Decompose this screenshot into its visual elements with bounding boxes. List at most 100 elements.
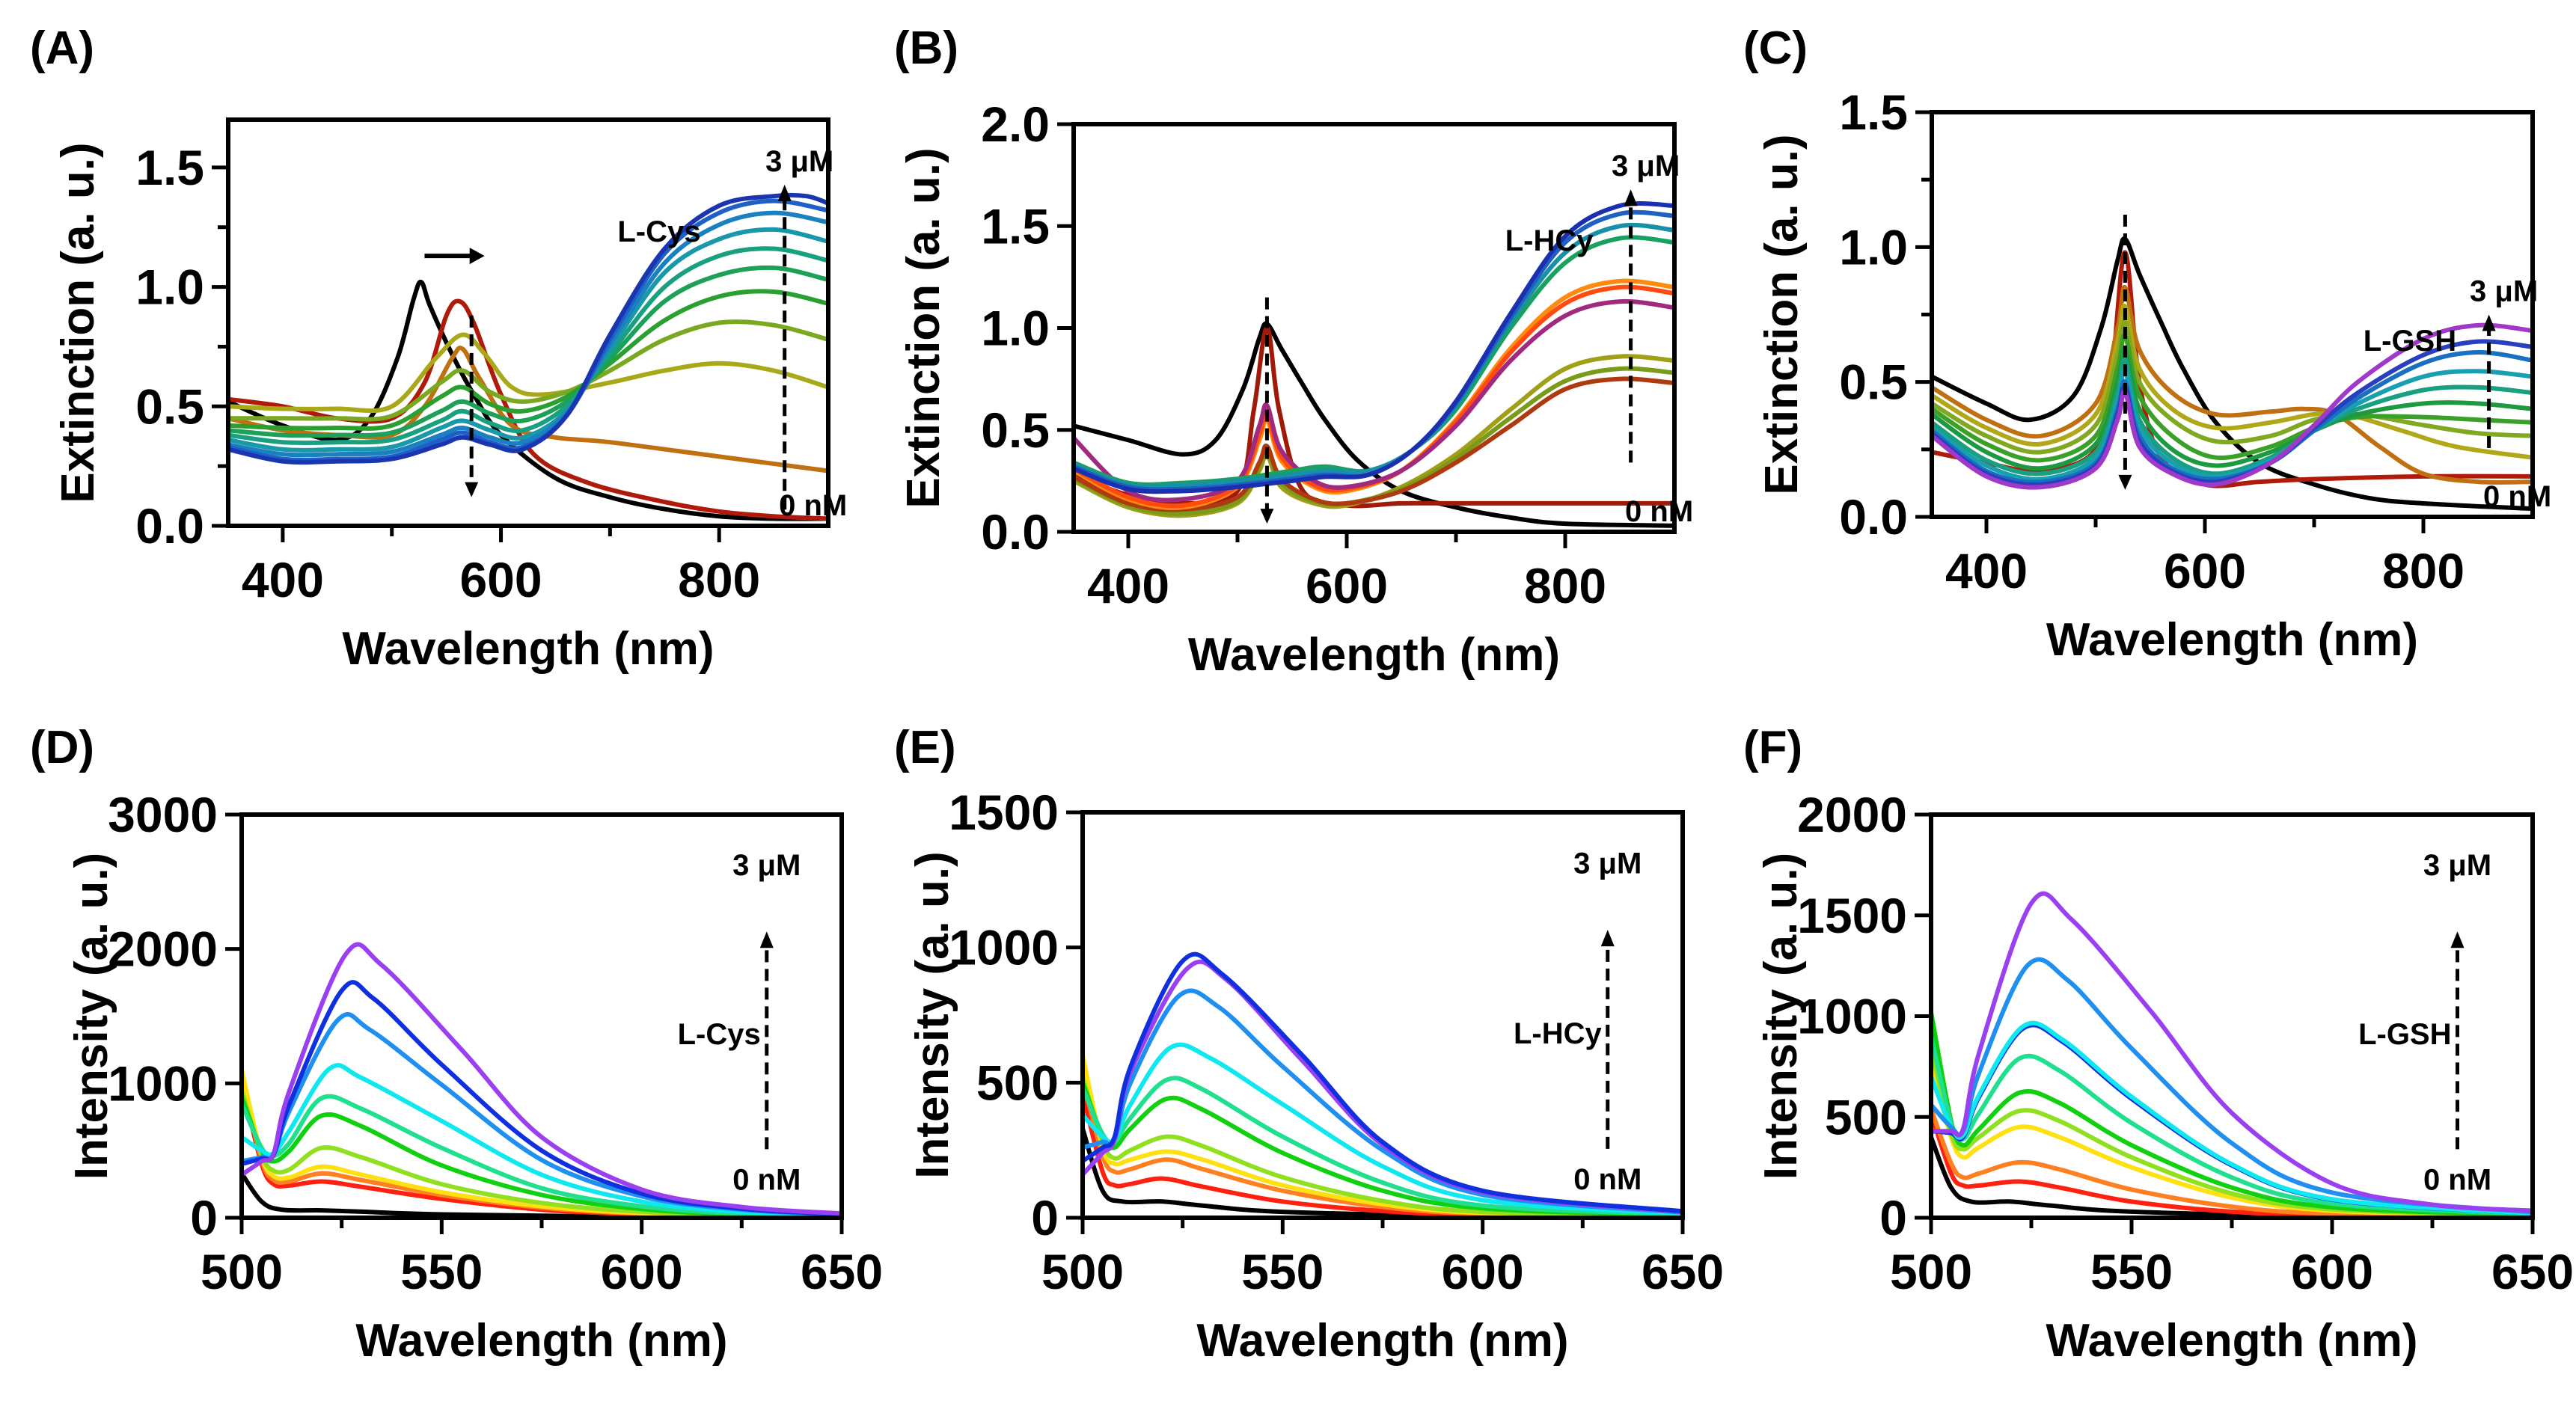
series-line-3: c2 [1930,304,2535,460]
series-line-7: c6 [1930,358,2535,476]
arrow-up-icon [1624,189,1638,206]
x-tick-label: 550 [2090,1244,2173,1299]
y-tick-label: 1500 [949,785,1059,840]
series-line-9: c8 [1071,222,1677,489]
y-tick-label: 0.5 [135,378,204,434]
analyte-label: L-GSH [2358,1018,2451,1051]
series-line-6: c5 [1071,284,1677,509]
y-tick-label: 500 [1825,1089,1907,1144]
y-tick-label: 1.5 [1839,85,1908,140]
series-line-reference: AuNPs [1071,321,1677,528]
x-tick-label: 600 [459,552,542,607]
series-line-4: c3 [1071,376,1677,512]
series-line-4: c3 [1930,319,2535,455]
series-line-10: 3 μM [1080,951,1685,1214]
series-line-9: c8 [226,210,830,458]
panel-label: (B) [894,22,958,74]
concentration-high-label: 3 μM [1573,847,1642,880]
series-line-10: 3 μM [239,942,844,1216]
x-tick-label: 800 [2382,543,2465,598]
series-line-4: c3 [239,1088,844,1219]
x-axis-title: Wavelength (nm) [2046,614,2418,666]
arrow-down-icon [2118,474,2132,490]
x-tick-label: 400 [1087,558,1169,613]
series-line-5: c4 [239,1094,844,1219]
panel-e: (E) AuNPs0 nMc1c2c3c4c5c6c7c83 μM 500 550 60… [894,722,1724,1367]
y-tick-label: 0.5 [981,402,1050,458]
y-tick-label: 2000 [1797,787,1907,842]
y-tick-label: 0 [190,1190,218,1245]
arrow-down-icon [465,482,479,497]
y-tick-label: 2000 [108,922,218,977]
series-line-8: c7 [226,227,830,453]
y-tick-label: 0.0 [135,498,204,554]
panel-label: (D) [30,722,94,773]
x-axis-title: Wavelength (nm) [342,623,714,675]
series-line-6: c5 [226,265,830,438]
y-tick-label: 2.0 [981,96,1050,152]
y-tick-label: 1500 [1797,888,1907,943]
panel-d: (D)AuNPs0 nMc1c2c3c4c5c6c7c83 μM500 550 60… [30,722,883,1367]
series-line-reference: AuNPs [1930,236,2535,512]
x-tick-label: 600 [2291,1244,2373,1299]
y-tick-label: 0 [1879,1190,1907,1245]
panel-label: (E) [894,722,956,773]
traces: AuNPs0 nMc1c2c3c4c5c6c7c8c93 μM [226,192,830,521]
y-tick-label: 0 [1031,1190,1059,1245]
concentration-low-label: 0 nM [2423,1163,2491,1196]
arrow-up-icon [759,931,774,948]
x-tick-label: 600 [2164,543,2246,598]
concentration-low-label: 0 nM [1625,495,1693,528]
x-tick-label: 600 [601,1244,683,1299]
series-line-6: c5 [1930,346,2535,471]
concentration-high-label: 3 μM [765,145,833,178]
traces: AuNPs0 nMc1c2c3c4c5c6c7c8c93 μM [1930,236,2535,512]
series-line-8: c7 [1930,368,2535,482]
y-tick-label: 500 [976,1055,1059,1110]
traces: AuNPs0 nMc1c2c3c4c5c6c7c8c93 μM [1071,200,1677,528]
series-line-10: c9 [1930,339,2535,488]
x-tick-label: 550 [400,1244,483,1299]
y-tick-label: 3000 [108,787,218,842]
series-line-11: 3 μM [226,192,830,465]
concentration-high-label: 3 μM [732,849,801,882]
series-line-9: c8 [1930,349,2535,485]
arrow-up-icon [2482,314,2496,331]
x-tick-label: 500 [1890,1244,1972,1299]
x-tick-label: 600 [1306,558,1388,613]
analyte-label: L-HCy [1505,224,1594,257]
x-axis-title: Wavelength (nm) [1188,629,1560,681]
y-axis-title: Extinction (a. u.) [52,142,104,503]
panel-c: (C)AuNPs0 nMc1c2c3c4c5c6c7c8c93 μM400 600… [1743,22,2551,666]
series-line-11: 3 μM [1071,200,1677,494]
panel-f: (F) AuNPs0 nMc1c2c3c4c5c6c7c83 μM 500 550 60… [1743,722,2574,1367]
y-tick-label: 0.0 [981,504,1050,560]
y-tick-label: 1000 [949,920,1059,975]
y-tick-label: 1.0 [135,260,204,315]
series-line-10: 3 μM [1929,891,2535,1213]
concentration-low-label: 0 nM [2483,480,2551,513]
traces: AuNPs0 nMc1c2c3c4c5c6c7c83 μM [1080,951,1685,1220]
x-tick-label: 400 [1945,543,2028,598]
arrow-right-icon [469,248,485,265]
x-tick-label: 650 [801,1244,883,1299]
x-tick-label: 400 [242,552,324,607]
series-line-4: c3 [1080,1075,1685,1219]
concentration-high-label: 3 μM [2423,849,2491,882]
plot-frame [226,117,830,528]
y-tick-label: 0.0 [1839,489,1908,545]
y-axis-title: Intensity (a. u.) [66,853,117,1180]
series-line-1: 0 nM [1071,325,1677,509]
analyte-label: L-GSH [2364,325,2456,358]
y-tick-label: 1.0 [981,301,1050,356]
y-axis-title: Intensity (a. u.) [907,851,958,1178]
y-tick-label: 1.5 [135,140,204,195]
series-line-2: c1 [1929,1106,2535,1219]
x-axis-title: Wavelength (nm) [1196,1315,1568,1367]
x-tick-label: 650 [2491,1244,2574,1299]
analyte-label: L-Cys [617,215,700,248]
y-tick-label: 1.5 [981,198,1050,254]
panel-label: (F) [1743,722,1802,773]
x-axis-title: Wavelength (nm) [355,1315,727,1367]
